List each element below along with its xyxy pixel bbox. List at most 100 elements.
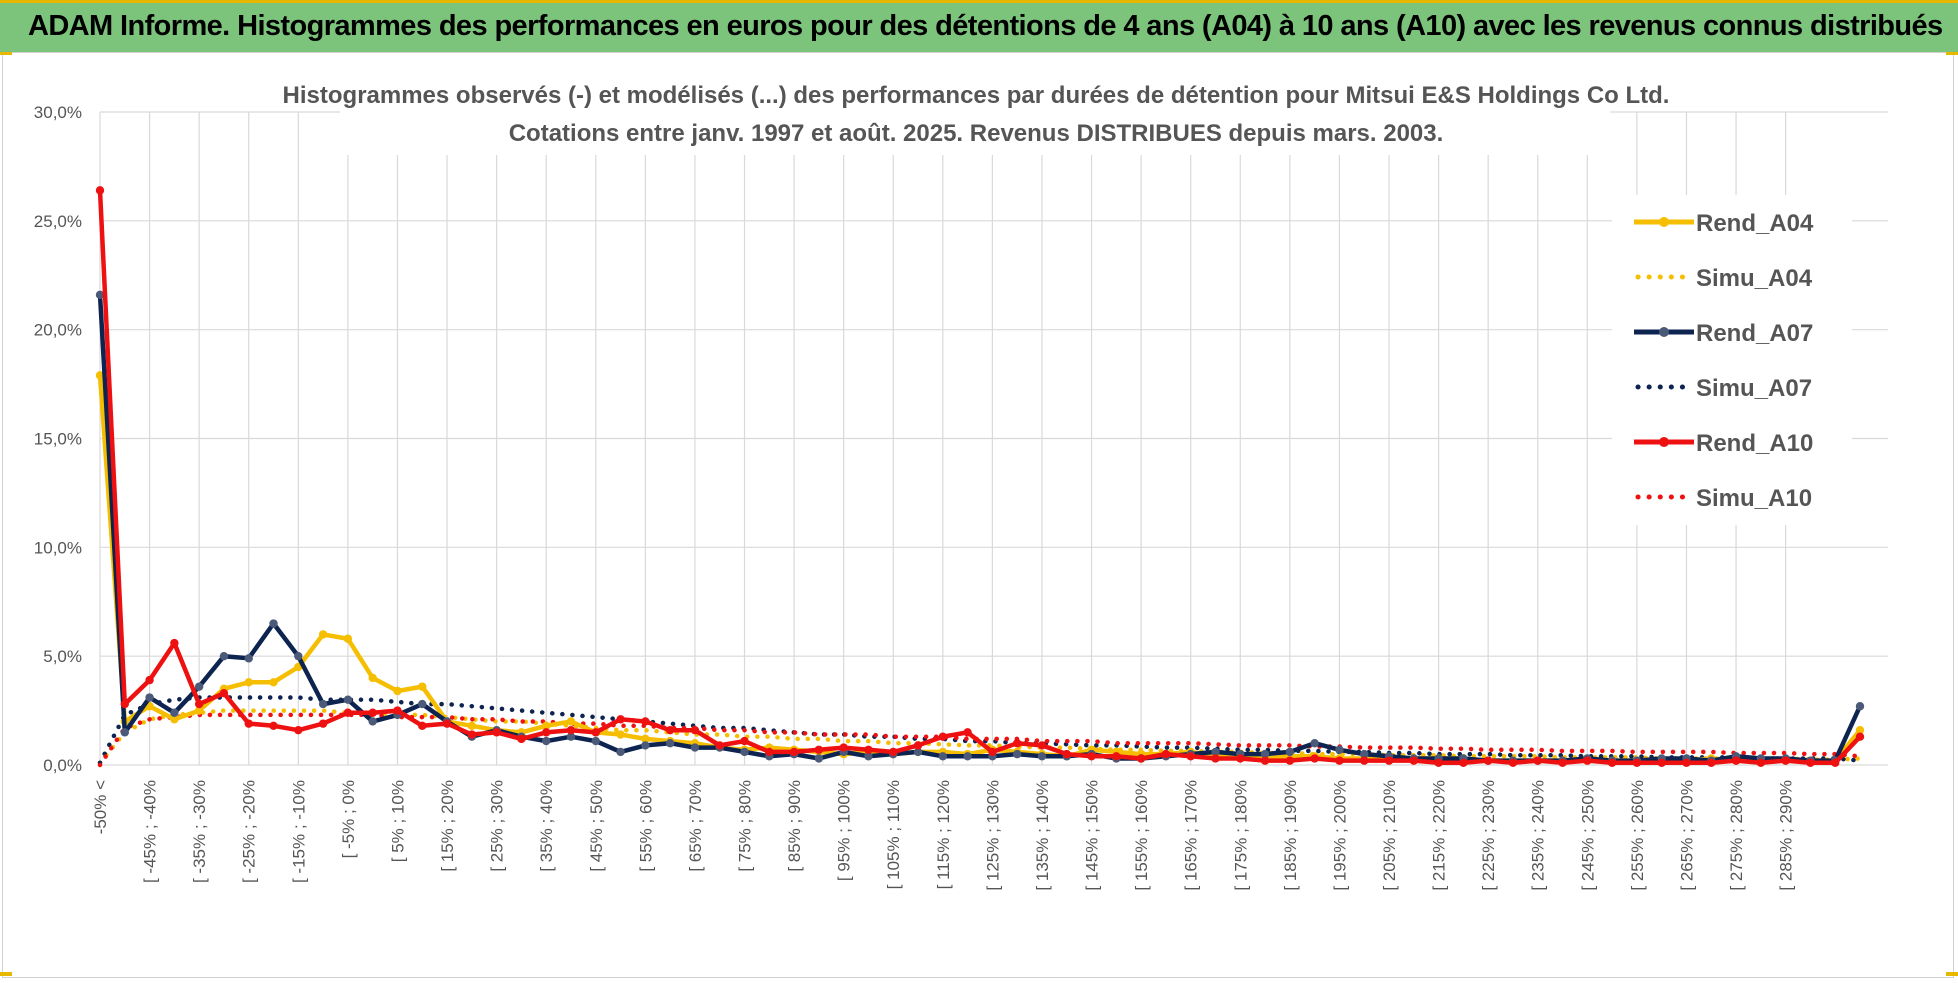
series-line [97,190,1862,766]
data-point [269,678,278,687]
legend-marker [1659,217,1669,227]
data-point [1037,752,1047,761]
x-tick-label: [ -15% ; -10% [289,780,308,883]
x-tick-label: [ -25% ; -20% [240,780,259,883]
data-point [541,736,551,746]
data-point [95,290,105,300]
data-point [616,730,625,739]
x-tick-label: [ 165% ; 170% [1182,780,1201,891]
x-axis-ticks: -50% < [ -45% ; -40% [ -35% ; -30% [ -25% ;… [91,780,1796,891]
x-tick-label: [ 195% ; 200% [1330,780,1349,891]
frame-corner-bottom-right [1946,972,1958,976]
data-point [1756,758,1766,768]
data-point [641,741,650,750]
title-backdrop [340,75,1610,155]
data-point [1012,739,1022,748]
data-point [541,721,551,731]
data-point [665,725,675,735]
data-point [1459,758,1468,768]
report-title: ADAM Informe. Histogrammes des performan… [28,10,1943,42]
x-tick-label: [ 45% ; 50% [587,780,606,872]
data-point [1211,747,1220,757]
data-point [690,743,700,752]
data-point [715,741,724,750]
x-tick-label: [ 235% ; 240% [1529,780,1548,891]
data-point [1657,758,1666,768]
data-point [95,186,105,195]
data-point [467,730,477,739]
legend-item-Simu_A10: Simu_A10 [1635,485,1812,512]
data-point [442,719,452,728]
data-point [1260,749,1270,759]
legend-item-Rend_A07: Rend_A07 [1634,320,1813,347]
data-point [318,699,328,709]
data-point [368,708,377,717]
data-point [418,682,427,691]
data-point [988,747,997,757]
data-point [1260,756,1270,765]
data-point [889,747,898,757]
data-point [616,715,625,724]
data-point [393,686,402,696]
data-point [343,708,353,717]
chart-subtitle: Cotations entre janv. 1997 et août. 2025… [509,120,1444,147]
x-tick-label: [ 275% ; 280% [1727,780,1746,891]
legend-label: Rend_A07 [1696,320,1813,347]
data-point [1855,732,1865,741]
frame-corner-bottom-left [0,972,12,976]
data-point [1607,758,1617,768]
data-point [1434,758,1443,768]
data-point [963,728,972,737]
data-point [1037,741,1047,750]
legend-item-Simu_A07: Simu_A07 [1635,375,1812,402]
data-point [1583,756,1592,765]
data-point [269,619,278,628]
data-point [839,743,848,752]
data-point [1285,747,1295,757]
data-point [517,734,526,744]
series-line [97,695,1863,766]
data-point [170,715,179,724]
data-point [1335,756,1344,765]
legend-item-Rend_A10: Rend_A10 [1634,430,1813,457]
data-point [120,699,129,709]
data-point [566,725,576,735]
data-point [244,654,253,663]
data-point [1136,754,1146,763]
series-Simu_A07 [97,695,1863,766]
data-point [1236,754,1245,763]
x-tick-label: [ 285% ; 290% [1777,780,1796,891]
y-tick-label: 5,0% [43,647,82,666]
data-point [1409,756,1419,765]
data-point [1558,758,1567,768]
x-tick-label: [ 95% ; 100% [835,780,854,881]
y-tick-label: 10,0% [34,538,82,557]
chart-series [95,186,1865,768]
x-tick-label: [ -45% ; -40% [141,780,160,883]
x-tick-label: [ 175% ; 180% [1231,780,1250,891]
x-tick-label: [ 265% ; 270% [1677,780,1696,891]
data-point [244,719,253,728]
data-point [194,706,204,715]
data-point [145,693,154,702]
x-tick-label: [ 85% ; 90% [785,780,804,872]
data-point [294,725,303,735]
x-tick-label: [ 115% ; 120% [934,780,953,889]
data-point [418,699,427,709]
data-point [1533,756,1542,765]
x-tick-label: [ 65% ; 70% [686,780,705,872]
data-point [294,651,303,661]
data-point [145,675,154,685]
data-point [938,732,948,741]
legend-label: Simu_A10 [1696,485,1812,512]
data-point [393,706,402,715]
x-tick-label: [ 5% ; 10% [388,780,407,862]
data-point [318,719,328,728]
legend-marker [1659,437,1669,447]
data-point [1384,756,1394,765]
data-point [1310,754,1319,763]
data-point [269,721,278,731]
y-tick-label: 20,0% [34,321,82,340]
data-point [343,634,353,643]
data-point [244,678,253,687]
